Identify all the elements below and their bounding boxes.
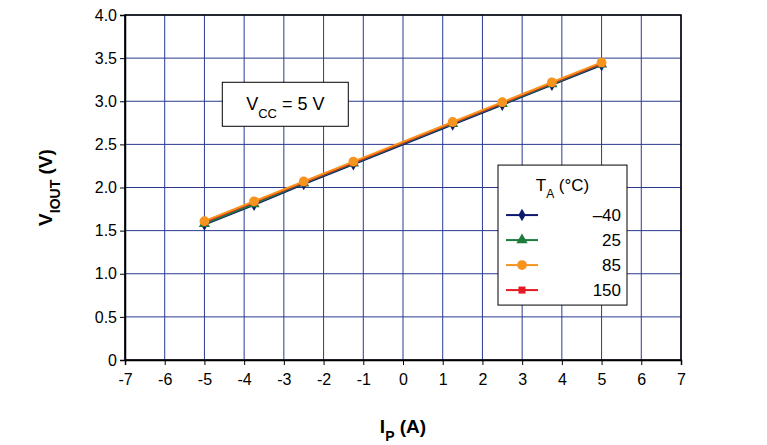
tick-label: -7 (118, 371, 132, 388)
tick-label: 6 (637, 371, 646, 388)
tick: 3 (518, 360, 527, 388)
tick-label: 1.5 (95, 222, 117, 239)
tick: 4.0 (95, 7, 125, 24)
legend-marker (517, 260, 527, 270)
plot: -7 -6 -5 -4 -3 -2 -1 0 1 2 3 4 5 6 7 0 0.5 1.0 1.5 2.0 2.5 3.… (95, 7, 686, 388)
grid-line (125, 58, 681, 59)
tick: 7 (677, 360, 686, 388)
marker (348, 157, 358, 167)
legend-box (498, 165, 627, 305)
tick-label: 2 (478, 371, 487, 388)
tick: 4 (558, 360, 567, 388)
tick-label: 4 (558, 371, 567, 388)
tick: -3 (277, 360, 291, 388)
y-axis-label: VIOUT (V) (35, 149, 63, 226)
chart: -7 -6 -5 -4 -3 -2 -1 0 1 2 3 4 5 6 7 0 0.5 1.0 1.5 2.0 2.5 3.… (0, 0, 767, 445)
grid-line (125, 316, 681, 317)
legend-label: –40 (593, 206, 621, 225)
tick-label: 0 (399, 371, 408, 388)
marker (448, 117, 458, 127)
marker (249, 196, 259, 206)
legend-label: 25 (602, 231, 621, 250)
tick-label: 0.5 (95, 308, 117, 325)
tick-label: -5 (198, 371, 212, 388)
tick: 2.0 (95, 179, 125, 196)
tick: 0 (399, 360, 408, 388)
x-axis: -7 -6 -5 -4 -3 -2 -1 0 1 2 3 4 5 6 7 (118, 360, 686, 388)
annotation-text: VCC = 5 V (246, 94, 324, 121)
tick-label: 7 (677, 371, 686, 388)
legend-marker (516, 234, 527, 244)
tick: 1.5 (95, 222, 125, 239)
tick: -5 (198, 360, 212, 388)
legend-item: –40 (506, 206, 621, 225)
tick-label: 2.0 (95, 179, 117, 196)
tick-label: -3 (277, 371, 291, 388)
tick-label: -2 (317, 371, 331, 388)
grid-line (125, 101, 681, 102)
legend-label: 85 (602, 256, 621, 275)
tick: 6 (637, 360, 646, 388)
tick: -2 (317, 360, 331, 388)
tick: -1 (357, 360, 371, 388)
legend-title: TA (°C) (536, 176, 590, 201)
tick: 5 (598, 360, 607, 388)
marker (200, 216, 210, 226)
tick-label: 4.0 (95, 7, 117, 24)
tick-label: 0 (108, 352, 117, 369)
grid (125, 15, 681, 360)
tick: 3.5 (95, 50, 125, 67)
marker (248, 197, 259, 207)
legend-item: 85 (506, 256, 621, 275)
y-axis: 0 0.5 1.0 1.5 2.0 2.5 3.0 3.5 4.0 (95, 7, 126, 369)
tick: 0.5 (95, 308, 125, 325)
tick: -6 (158, 360, 172, 388)
tick-label: -1 (357, 371, 371, 388)
tick: -4 (238, 360, 252, 388)
tick-label: 3.5 (95, 50, 117, 67)
marker (497, 97, 507, 107)
axis-line (126, 361, 682, 366)
marker (547, 77, 557, 87)
tick: 1 (439, 360, 448, 388)
tick-label: 3.0 (95, 93, 117, 110)
tick-label: 1 (439, 371, 448, 388)
annotation: VCC = 5 V (222, 82, 348, 126)
tick-label: 3 (518, 371, 527, 388)
legend-marker (518, 209, 525, 221)
tick: -7 (118, 360, 132, 388)
marker (199, 217, 210, 227)
annotation-box (222, 82, 348, 126)
tick: 2.5 (95, 136, 125, 153)
plot-frame (125, 15, 681, 360)
tick-label: -4 (238, 371, 252, 388)
legend: TA (°C)–40 25 85 150 (498, 165, 627, 305)
tick: 1.0 (95, 265, 125, 282)
marker (299, 177, 309, 187)
tick: 3.0 (95, 93, 125, 110)
legend-item: 150 (506, 281, 621, 300)
tick-label: -6 (158, 371, 172, 388)
legend-item: 25 (506, 231, 621, 250)
tick: 0 (108, 352, 125, 369)
marker (597, 58, 607, 68)
tick-label: 5 (598, 371, 607, 388)
tick-label: 2.5 (95, 136, 117, 153)
legend-marker (518, 287, 525, 294)
tick-label: 1.0 (95, 265, 117, 282)
tick: 2 (478, 360, 487, 388)
legend-label: 150 (593, 281, 621, 300)
x-axis-label: IP (A) (380, 416, 426, 444)
